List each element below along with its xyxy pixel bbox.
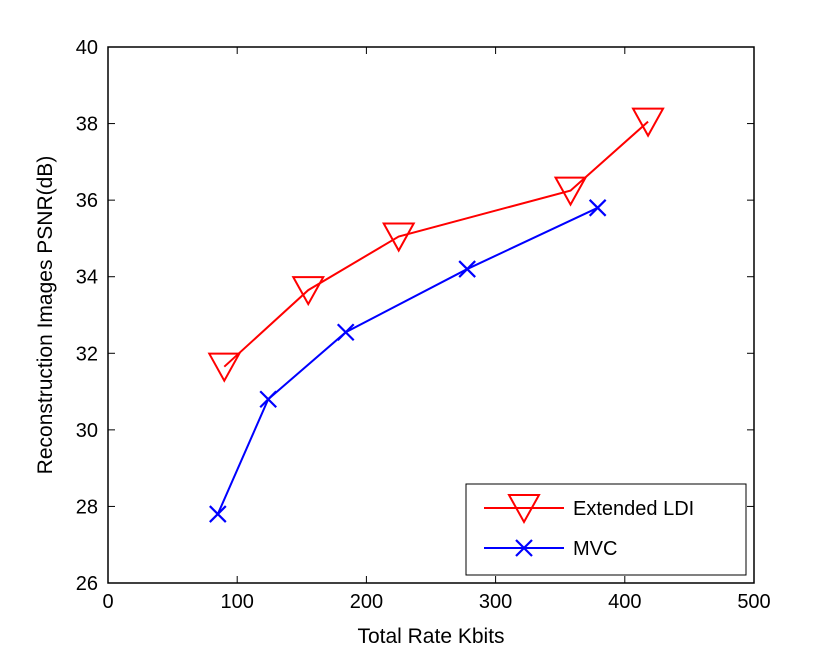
series-layer (207, 107, 665, 523)
y-tick-label: 34 (76, 267, 98, 289)
x-tick-label: 300 (479, 591, 512, 613)
y-tick-label: 26 (76, 573, 98, 595)
x-axis-title: Total Rate Kbits (357, 625, 504, 648)
data-point-triangle (507, 494, 541, 525)
data-point-x (515, 539, 533, 557)
series-line (223, 120, 649, 368)
y-tick-label: 30 (76, 420, 98, 442)
data-point-triangle (207, 352, 241, 383)
data-point-x (336, 323, 355, 342)
legend-label: MVC (573, 538, 617, 560)
data-point-x (209, 505, 227, 523)
y-tick-label: 32 (76, 343, 98, 365)
y-axis-title: Reconstruction Images PSNR(dB) (34, 156, 57, 475)
tick-labels: 0 100 200 300 400 500 26 28 30 32 34 36 38 40 (76, 37, 771, 613)
x-tick-label: 0 (102, 591, 113, 613)
data-point-triangle (631, 107, 665, 138)
y-tick-label: 38 (76, 114, 98, 136)
data-point-x (588, 199, 607, 217)
y-tick-label: 36 (76, 190, 98, 212)
data-point-x (259, 390, 277, 409)
legend-item: Extended LDI (484, 494, 694, 525)
x-tick-label: 200 (350, 591, 383, 613)
data-point-triangle (291, 276, 325, 307)
data-point-triangle (382, 222, 416, 253)
x-tick-label: 500 (737, 591, 770, 613)
x-tick-label: 400 (608, 591, 641, 613)
series-mvc (209, 199, 607, 523)
series-extended-ldi (207, 107, 665, 383)
legend: Extended LDI MVC (465, 483, 747, 576)
data-point-x (458, 260, 476, 278)
axis-ticks (107, 46, 755, 584)
data-point-triangle (553, 176, 588, 207)
legend-item: MVC (484, 538, 617, 560)
y-tick-label: 40 (76, 37, 98, 59)
legend-box (465, 483, 747, 576)
y-tick-label: 28 (76, 496, 98, 518)
legend-label: Extended LDI (573, 498, 694, 520)
x-tick-label: 100 (221, 591, 254, 613)
